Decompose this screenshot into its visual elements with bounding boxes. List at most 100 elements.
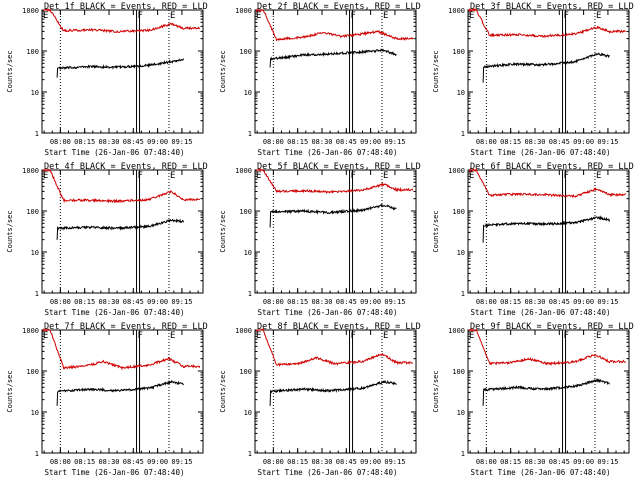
panel-title: Det 3f BLACK = Events, RED = LLD: [470, 2, 634, 12]
x-tick-label: 09:00: [147, 458, 168, 466]
x-tick-label: 08:15: [74, 138, 95, 146]
events-series-line: [269, 379, 397, 406]
marker-label-start: E: [43, 171, 48, 181]
marker-label-f: F: [564, 11, 569, 21]
plot-frame: [254, 9, 417, 134]
x-axis-label: Start Time (26-Jan-06 07:48:40): [471, 468, 611, 477]
x-tick-label: 08:00: [263, 458, 284, 466]
y-axis-label: Counts/sec: [432, 210, 440, 252]
x-tick-label: 08:45: [123, 458, 144, 466]
y-tick-label: 10: [457, 409, 465, 417]
lld-series-line: [42, 328, 201, 371]
y-axis-label: Counts/sec: [219, 210, 227, 252]
events-series-line: [269, 48, 397, 68]
y-tick-label: 100: [26, 208, 39, 216]
lld-series-line: [468, 328, 626, 367]
marker-label-f: F: [138, 171, 143, 181]
detector-panel-6: Det 6f BLACK = Events, RED = LLD Counts/s…: [432, 162, 634, 317]
marker-label-e: E: [596, 331, 601, 341]
marker-label-e: E: [170, 171, 175, 181]
detector-panel-7: Det 7f BLACK = Events, RED = LLD Counts/s…: [6, 322, 208, 477]
y-tick-label: 10: [457, 249, 465, 257]
x-axis-label: Start Time (26-Jan-06 07:48:40): [471, 308, 611, 317]
y-tick-label: 10: [31, 249, 39, 257]
y-tick-label: 1000: [448, 167, 465, 175]
plot-frame: [41, 9, 204, 134]
x-tick-label: 08:45: [123, 298, 144, 306]
events-series-line: [56, 58, 185, 78]
marker-label-e: E: [383, 171, 388, 181]
marker-label-start: E: [43, 11, 48, 21]
panel-title: Det 5f BLACK = Events, RED = LLD: [257, 162, 421, 172]
x-axis-label: Start Time (26-Jan-06 07:48:40): [471, 148, 611, 157]
y-tick-label: 1000: [448, 327, 465, 335]
detector-panel-3: Det 3f BLACK = Events, RED = LLD Counts/s…: [432, 2, 634, 157]
panel-title: Det 2f BLACK = Events, RED = LLD: [257, 2, 421, 12]
x-axis-label: Start Time (26-Jan-06 07:48:40): [258, 468, 398, 477]
y-axis-label: Counts/sec: [6, 370, 14, 412]
y-tick-label: 10: [244, 89, 252, 97]
marker-label-e: E: [596, 11, 601, 21]
panel-title: Det 7f BLACK = Events, RED = LLD: [44, 322, 208, 332]
x-tick-label: 09:00: [360, 458, 381, 466]
y-axis-label: Counts/sec: [6, 210, 14, 252]
y-tick-label: 100: [239, 208, 252, 216]
lld-series-line: [256, 8, 414, 42]
marker-label-start: E: [43, 331, 48, 341]
y-axis-label: Counts/sec: [432, 50, 440, 92]
x-tick-label: 09:00: [360, 298, 381, 306]
events-series-line: [482, 52, 610, 83]
y-axis-label: Counts/sec: [6, 50, 14, 92]
x-tick-label: 08:30: [524, 458, 545, 466]
x-axis-label: Start Time (26-Jan-06 07:48:40): [45, 468, 185, 477]
y-tick-label: 1000: [448, 7, 465, 15]
lld-series-line: [42, 168, 201, 204]
plot-frame: [41, 329, 204, 454]
marker-label-e: E: [596, 171, 601, 181]
x-tick-label: 08:00: [50, 298, 71, 306]
y-tick-label: 10: [31, 89, 39, 97]
panel-title: Det 4f BLACK = Events, RED = LLD: [44, 162, 208, 172]
plot-frame: [467, 329, 630, 454]
x-tick-label: 08:00: [50, 458, 71, 466]
x-tick-label: 08:15: [500, 458, 521, 466]
marker-label-e: E: [383, 11, 388, 21]
marker-label-start: E: [469, 171, 474, 181]
x-tick-label: 08:00: [263, 138, 284, 146]
marker-label-f: F: [138, 331, 143, 341]
x-tick-label: 08:00: [476, 458, 497, 466]
x-tick-label: 08:15: [74, 458, 95, 466]
x-tick-label: 08:45: [336, 458, 357, 466]
x-tick-label: 08:00: [263, 298, 284, 306]
events-series-line: [269, 203, 397, 228]
y-tick-label: 1000: [22, 327, 39, 335]
x-tick-label: 08:45: [549, 458, 570, 466]
x-tick-label: 09:15: [597, 298, 618, 306]
x-tick-label: 09:00: [573, 458, 594, 466]
marker-label-start: E: [256, 331, 261, 341]
events-series-line: [56, 379, 184, 406]
x-tick-label: 08:15: [500, 298, 521, 306]
x-tick-label: 09:00: [147, 138, 168, 146]
marker-label-f: F: [564, 171, 569, 181]
x-axis-label: Start Time (26-Jan-06 07:48:40): [45, 148, 185, 157]
x-axis-label: Start Time (26-Jan-06 07:48:40): [45, 308, 185, 317]
x-tick-label: 08:30: [311, 298, 332, 306]
detector-panel-4: Det 4f BLACK = Events, RED = LLD Counts/s…: [6, 162, 208, 317]
panel-title: Det 6f BLACK = Events, RED = LLD: [470, 162, 634, 172]
x-tick-label: 08:15: [74, 298, 95, 306]
x-tick-label: 08:45: [549, 138, 570, 146]
panel-title: Det 1f BLACK = Events, RED = LLD: [44, 2, 208, 12]
y-tick-label: 100: [26, 48, 39, 56]
y-axis-label: Counts/sec: [219, 50, 227, 92]
y-tick-label: 100: [239, 48, 252, 56]
x-tick-label: 08:15: [287, 138, 308, 146]
plot-frame: [41, 169, 204, 294]
y-tick-label: 1: [461, 290, 465, 298]
marker-label-f: F: [138, 11, 143, 21]
y-tick-label: 1000: [235, 7, 252, 15]
y-tick-label: 1: [35, 130, 39, 138]
detector-panel-9: Det 9f BLACK = Events, RED = LLD Counts/s…: [432, 322, 634, 477]
lld-series-line: [468, 7, 626, 39]
marker-label-f: F: [351, 11, 356, 21]
